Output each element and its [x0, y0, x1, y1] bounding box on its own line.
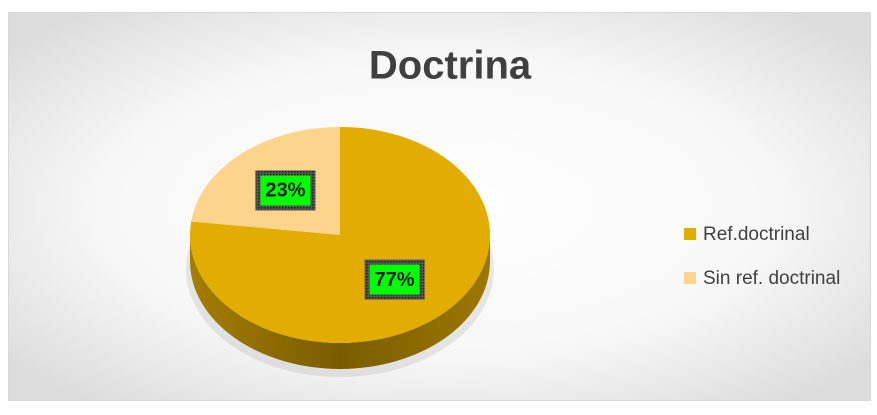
- chart-title: Doctrina: [369, 44, 532, 88]
- data-label-bg: [260, 175, 311, 206]
- data-label: 77%: [375, 269, 415, 291]
- data-label: 23%: [265, 180, 305, 202]
- legend-swatch: [684, 228, 696, 240]
- pie-slice-side: [190, 235, 490, 369]
- legend-swatch: [684, 272, 696, 284]
- data-label-bg: [369, 264, 420, 295]
- legend-label: Sin ref. doctrinal: [703, 268, 840, 289]
- legend-label: Ref.doctrinal: [703, 224, 810, 245]
